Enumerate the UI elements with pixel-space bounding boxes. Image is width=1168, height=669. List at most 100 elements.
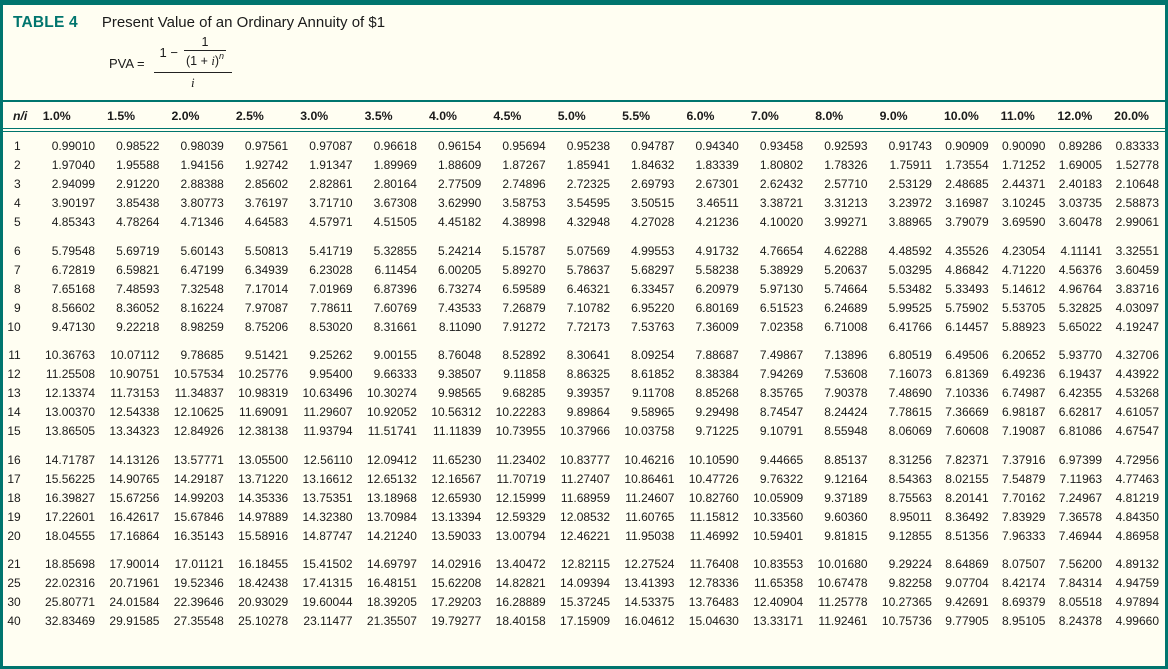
value-cell: 0.92593	[824, 139, 868, 154]
value-cell: 8.95011	[889, 509, 932, 524]
value-cell: 4.99553	[631, 243, 675, 258]
value-cell: 1.80802	[759, 158, 804, 173]
value-cell: 6.11454	[374, 262, 417, 277]
rate-header: 5.5%	[616, 102, 681, 133]
value-cell: 3.88965	[888, 215, 932, 230]
value-cell: 5.75902	[945, 300, 989, 315]
value-cell: 13.70984	[366, 509, 417, 524]
value-cell: 7.65168	[51, 281, 96, 296]
value-cell: 7.49867	[759, 348, 804, 363]
value-cell: 1.97040	[51, 158, 96, 173]
inner-den-i: i	[211, 54, 215, 69]
value-cell: 14.02916	[431, 557, 482, 572]
rate-header: 20.0%	[1108, 102, 1165, 133]
value-cell: 0.96618	[373, 139, 417, 154]
value-cell: 6.19437	[1058, 367, 1103, 382]
value-cell: 11.60765	[625, 509, 675, 524]
value-cell: 6.33457	[631, 281, 675, 296]
value-cell: 18.85698	[45, 557, 96, 572]
value-cell: 17.29203	[431, 595, 482, 610]
value-cell: 10.07112	[110, 348, 160, 363]
value-cell: 4.32948	[566, 215, 611, 230]
value-cell: 6.80519	[888, 348, 932, 363]
value-cell: 4.43922	[1115, 367, 1159, 382]
value-cell: 10.03758	[624, 424, 675, 439]
value-cell: 4.89132	[1115, 557, 1159, 572]
value-cell: 13.13394	[431, 509, 482, 524]
formula-denominator: i	[191, 73, 195, 91]
value-cell: 5.78637	[566, 262, 611, 277]
value-cell: 9.98565	[437, 386, 482, 401]
value-cell: 6.71008	[824, 319, 868, 334]
value-cell: 13.16612	[302, 471, 353, 486]
value-cell: 18.42438	[238, 576, 289, 591]
rate-header: 1.0%	[36, 102, 102, 133]
value-cell: 4.77463	[1115, 471, 1159, 486]
value-cell: 8.74547	[759, 405, 804, 420]
value-cell: 7.60769	[373, 300, 417, 315]
value-cell: 9.51421	[244, 348, 289, 363]
table-row: 15 13.86505 13.34323 12.84926 12.38138 11.937…	[3, 422, 1165, 441]
value-cell: 8.30641	[566, 348, 611, 363]
value-cell: 7.70162	[1002, 490, 1046, 505]
value-cell: 6.14457	[945, 319, 989, 334]
value-cell: 11.23402	[496, 452, 546, 467]
value-cell: 12.13374	[45, 386, 96, 401]
value-cell: 7.78611	[310, 300, 353, 315]
table-row: 20 18.04555 17.16864 16.35143 15.58916 14.877…	[3, 526, 1165, 545]
value-cell: 8.75206	[244, 319, 289, 334]
value-cell: 4.94759	[1115, 576, 1159, 591]
value-cell: 0.93458	[759, 139, 804, 154]
value-cell: 10.83777	[560, 452, 611, 467]
value-cell: 4.03097	[1115, 300, 1159, 315]
value-cell: 7.53763	[631, 319, 675, 334]
value-cell: 17.41315	[302, 576, 353, 591]
value-cell: 17.16864	[109, 528, 160, 543]
value-cell: 14.69797	[366, 557, 417, 572]
value-cell: 11.93794	[303, 424, 353, 439]
value-cell: 4.97894	[1115, 595, 1159, 610]
rate-header: 5.0%	[551, 102, 617, 133]
value-cell: 13.41393	[624, 576, 675, 591]
value-cell: 11.25508	[45, 367, 96, 382]
value-cell: 12.10625	[173, 405, 224, 420]
value-cell: 16.28889	[495, 595, 546, 610]
value-cell: 12.08532	[560, 509, 611, 524]
value-cell: 32.83469	[45, 614, 96, 629]
value-cell: 4.72956	[1115, 452, 1159, 467]
value-cell: 2.85602	[244, 177, 289, 192]
value-cell: 9.77905	[945, 614, 989, 629]
value-cell: 9.10791	[759, 424, 804, 439]
value-cell: 4.56376	[1058, 262, 1103, 277]
value-cell: 2.77509	[437, 177, 482, 192]
value-cell: 7.97087	[244, 300, 289, 315]
value-cell: 4.53268	[1115, 386, 1159, 401]
value-cell: 9.38507	[437, 367, 482, 382]
value-cell: 10.10590	[688, 452, 739, 467]
value-cell: 2.53129	[888, 177, 932, 192]
value-cell: 24.01584	[109, 595, 160, 610]
value-cell: 9.82258	[888, 576, 932, 591]
value-cell: 2.91220	[116, 177, 160, 192]
value-cell: 8.36052	[116, 300, 160, 315]
value-cell: 6.98187	[1002, 405, 1046, 420]
value-cell: 4.48592	[888, 243, 932, 258]
value-cell: 11.68959	[560, 490, 611, 505]
table-row: 8 7.65168 7.48593 7.32548 7.17014 7.01969 6.87…	[3, 279, 1165, 298]
value-cell: 25.10278	[238, 614, 289, 629]
value-cell: 11.51741	[367, 424, 417, 439]
inner-den-close: )	[214, 54, 220, 69]
value-cell: 7.32548	[180, 281, 224, 296]
value-cell: 8.02155	[945, 471, 989, 486]
value-cell: 5.68297	[631, 262, 675, 277]
value-cell: 9.89864	[566, 405, 611, 420]
value-cell: 8.38384	[695, 367, 739, 382]
value-cell: 5.53482	[888, 281, 932, 296]
value-cell: 13.75351	[302, 490, 353, 505]
value-cell: 4.57971	[309, 215, 353, 230]
value-cell: 7.02358	[759, 319, 804, 334]
value-cell: 10.56312	[431, 405, 482, 420]
value-cell: 6.49236	[1002, 367, 1046, 382]
value-cell: 4.78264	[116, 215, 160, 230]
value-cell: 6.00205	[437, 262, 482, 277]
